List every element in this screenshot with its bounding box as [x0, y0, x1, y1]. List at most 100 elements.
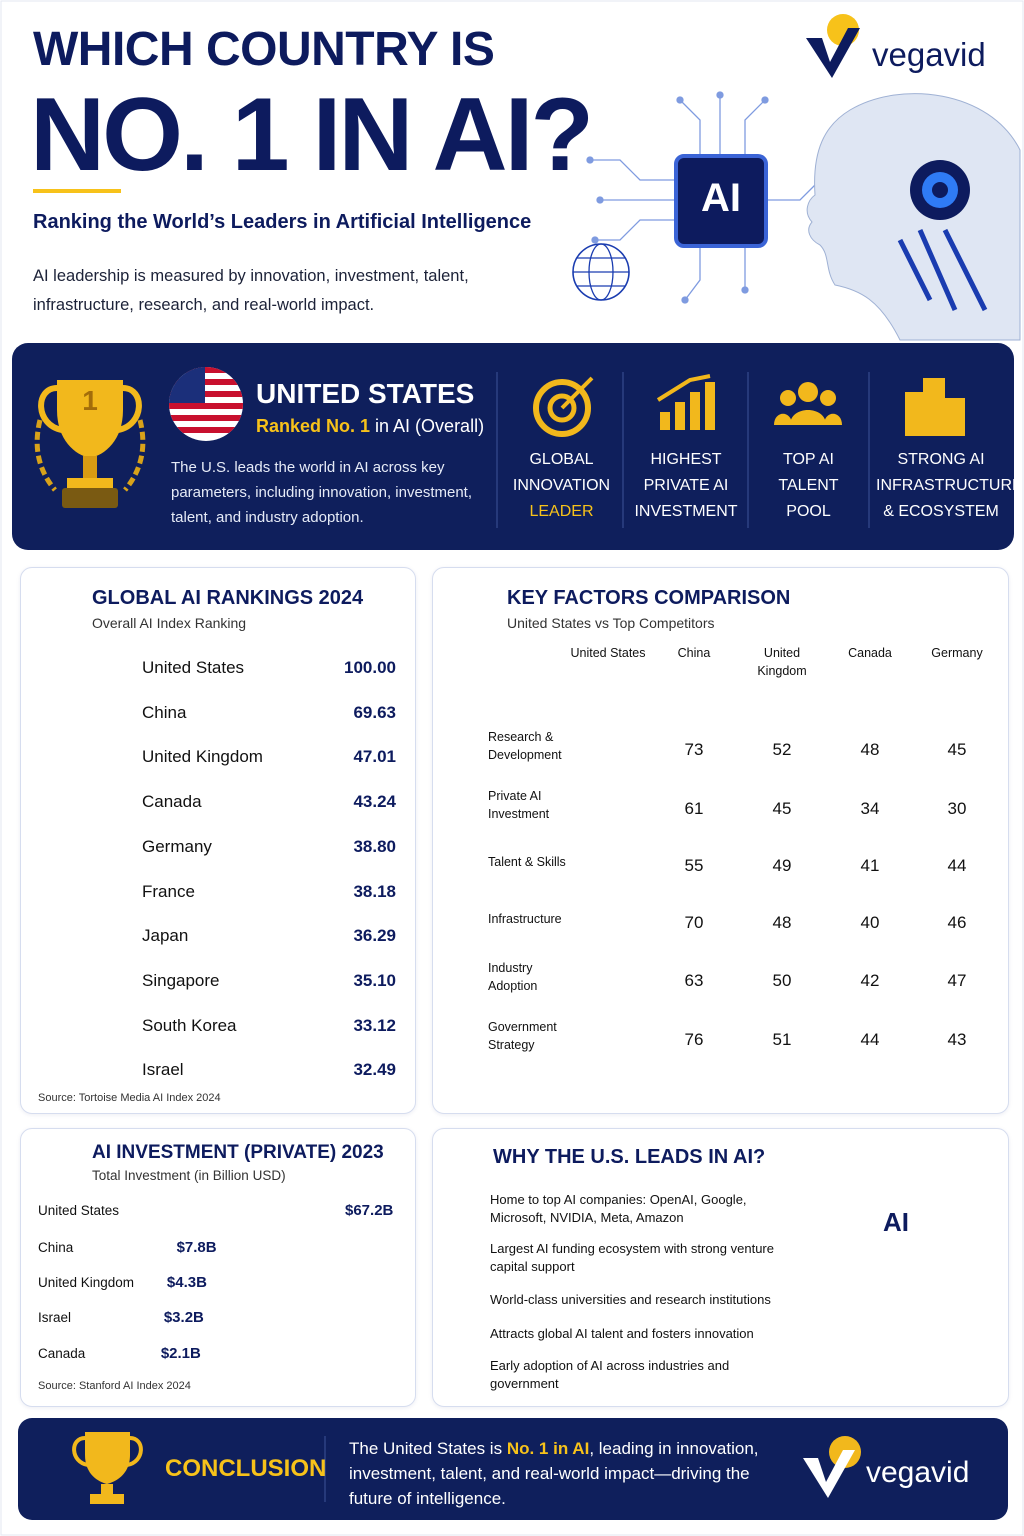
country-name: Israel	[142, 1060, 184, 1080]
investment-source: Source: Stanford AI Index 2024	[38, 1380, 191, 1392]
factor-value: 46	[947, 913, 967, 932]
factor-label: Infrastructure	[488, 912, 562, 926]
factor-value: 47	[947, 971, 967, 990]
factor-value: 43	[947, 1030, 967, 1049]
factor-value: 48	[860, 740, 880, 759]
rank-number: 1	[51, 657, 63, 678]
why-title: WHY THE U.S. LEADS IN AI?	[493, 1146, 766, 1168]
score: 36.29	[353, 926, 396, 946]
factor-value: 45	[947, 740, 967, 759]
title-line2: NO. 1 IN AI?	[30, 77, 594, 193]
conclusion-brand: vegavid	[866, 1456, 970, 1489]
factor-value: 73	[684, 740, 704, 759]
factor-value: 49	[772, 856, 792, 875]
factor-value: 100	[593, 799, 623, 818]
hero-country: UNITED STATES	[256, 378, 475, 409]
column-header: Germany	[931, 646, 983, 660]
factor-value: 44	[947, 856, 967, 875]
rank-number: 10	[46, 1059, 68, 1081]
score: 32.49	[353, 1060, 396, 1080]
conclusion-label: CONCLUSION	[165, 1455, 327, 1482]
chip-label: AI	[701, 176, 741, 220]
investment-title: AI INVESTMENT (PRIVATE) 2023	[92, 1142, 384, 1163]
country-name: Germany	[142, 836, 212, 856]
rankings-source: Source: Tortoise Media AI Index 2024	[38, 1092, 221, 1104]
small-trophy	[72, 1432, 143, 1504]
rank-number: 3	[51, 746, 63, 768]
investment-value: $4.3B	[166, 1274, 207, 1291]
us-flag	[169, 367, 243, 441]
score: 69.63	[353, 702, 396, 722]
score: 35.10	[353, 970, 396, 990]
conclusion-before: The United States is	[349, 1439, 507, 1458]
factor-value: 45	[772, 799, 792, 818]
factors-subtitle: United States vs Top Competitors	[507, 615, 715, 631]
column-header: United Kingdom	[757, 646, 807, 678]
hero-text: The U.S. leads the world in AI across ke…	[171, 459, 472, 526]
factor-value: 52	[772, 740, 792, 759]
ranked-highlight: Ranked No. 1	[256, 416, 371, 436]
hero-banner	[12, 343, 1014, 550]
investment-category: Israel	[38, 1310, 72, 1325]
factor-value: 41	[860, 856, 880, 875]
rank-number: 2	[51, 701, 63, 723]
factor-value: 40	[860, 913, 880, 932]
country-name: Singapore	[142, 970, 220, 990]
feature: STRONG AI INFRASTRUCTURE & ECOSYSTEM	[870, 447, 1023, 525]
country-name: United Kingdom	[142, 747, 263, 767]
rankings-card	[20, 567, 416, 1114]
hero-ranked: Ranked No. 1 in AI (Overall)	[256, 416, 484, 437]
factor-value: 70	[684, 913, 704, 932]
investment-category: China	[38, 1240, 74, 1255]
title-line1: WHICH COUNTRY IS	[33, 23, 495, 76]
why-item: Home to top AI companies: OpenAI, Google…	[490, 1191, 747, 1226]
factor-value: 51	[772, 1030, 792, 1049]
description: AI leadership is measured by innovation,…	[33, 267, 469, 314]
column-header: United States	[570, 646, 646, 660]
factor-value: 61	[684, 799, 704, 818]
trophy-rank: 1	[82, 385, 98, 416]
why-item: Attracts global AI talent and fosters in…	[490, 1325, 754, 1341]
column-header: China	[677, 646, 711, 660]
factor-value: 44	[860, 1030, 880, 1049]
why-card	[432, 1128, 1009, 1407]
rank-number: 4	[51, 791, 63, 813]
investment-category: Canada	[38, 1346, 86, 1361]
country-name: France	[142, 881, 195, 901]
country-name: Japan	[142, 926, 189, 946]
score: 38.80	[353, 836, 396, 856]
factor-value: 55	[684, 856, 704, 875]
feature-label: TOP AI TALENT POOL	[778, 451, 839, 520]
ai-chip	[674, 154, 768, 248]
investment-value: $7.8B	[176, 1239, 217, 1256]
investment-category: United States	[38, 1203, 120, 1218]
ai-badge-label: AI	[883, 1207, 909, 1237]
rankings-subtitle: Overall AI Index Ranking	[92, 615, 247, 631]
factor-value: 50	[772, 971, 792, 990]
feature: TOP AI TALENT POOL	[749, 447, 868, 525]
accent-bar	[33, 189, 121, 193]
investment-category: United Kingdom	[38, 1275, 135, 1290]
logo	[806, 14, 860, 78]
ai-illustration	[572, 91, 816, 304]
score: 38.18	[353, 881, 396, 901]
factors-card	[432, 567, 1009, 1114]
rank-number: 8	[51, 969, 63, 991]
subtitle: Ranking the World’s Leaders in Artificia…	[33, 211, 532, 233]
feature: GLOBAL INNOVATION LEADER	[500, 447, 623, 525]
factor-value: 34	[860, 799, 880, 818]
why-item: Largest AI funding ecosystem with strong…	[490, 1240, 774, 1275]
factor-value: 100	[593, 740, 623, 759]
factor-value: 42	[860, 971, 880, 990]
feature-label: STRONG AI INFRASTRUCTURE & ECOSYSTEM	[876, 451, 1023, 520]
factor-value: 30	[947, 799, 967, 818]
factor-value: 48	[772, 913, 792, 932]
trophy-icon	[34, 380, 146, 508]
rank-number: 9	[51, 1014, 63, 1036]
conclusion-after: , leading in innovation, investment, tal…	[349, 1439, 759, 1508]
feature-label: HIGHEST PRIVATE AI INVESTMENT	[634, 451, 738, 520]
feature-highlight: LEADER	[529, 503, 594, 520]
rank-number: 7	[51, 925, 63, 947]
feature: HIGHEST PRIVATE AI INVESTMENT	[624, 447, 748, 525]
country-name: United States	[142, 658, 245, 677]
